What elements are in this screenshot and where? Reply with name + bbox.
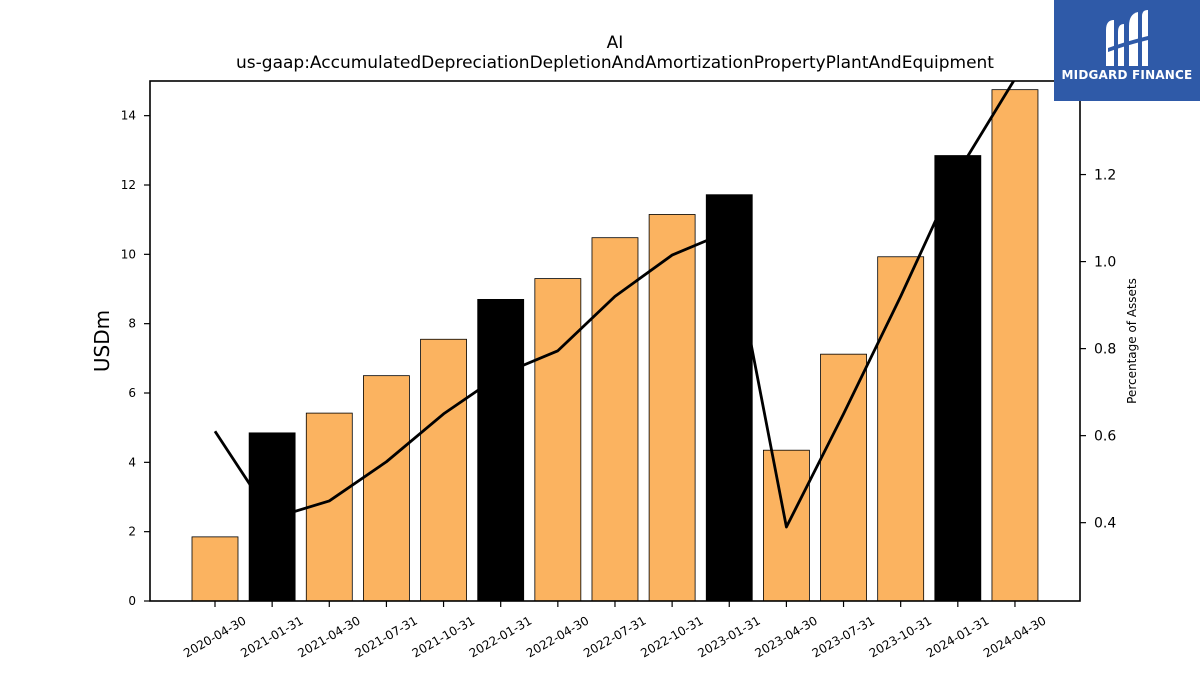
x-tick-label: 2023-10-31 bbox=[867, 613, 934, 660]
y-tick-label: 4 bbox=[128, 455, 136, 469]
x-tick-label: 2022-10-31 bbox=[638, 613, 705, 660]
x-tick-label: 2021-01-31 bbox=[238, 613, 305, 660]
x-tick-label: 2022-01-31 bbox=[467, 613, 534, 660]
chart-subtitle: us-gaap:AccumulatedDepreciationDepletion… bbox=[236, 53, 994, 73]
x-tick-label: 2023-04-30 bbox=[752, 613, 819, 660]
bar-2022-01-31 bbox=[477, 298, 525, 602]
bar-2021-07-31 bbox=[363, 375, 410, 602]
bar-2022-04-30 bbox=[534, 278, 582, 602]
midgard-logo-icon bbox=[1106, 10, 1148, 66]
y2-tick-label: 0.4 bbox=[1094, 516, 1116, 532]
x-tick-label: 2024-04-30 bbox=[981, 613, 1048, 660]
x-tick-label: 2022-04-30 bbox=[524, 613, 591, 660]
bar-2023-07-31 bbox=[820, 353, 867, 602]
x-tick-label: 2023-01-31 bbox=[695, 613, 762, 660]
x-tick-label: 2022-07-31 bbox=[581, 613, 648, 660]
y-tick-label: 2 bbox=[128, 525, 136, 539]
y-axis-label: USDm bbox=[90, 310, 114, 372]
y-tick-label: 6 bbox=[128, 386, 136, 400]
logo-text: MIDGARD FINANCE bbox=[1061, 68, 1193, 82]
x-tick-label: 2024-01-31 bbox=[924, 613, 991, 660]
bar-2021-04-30 bbox=[305, 412, 353, 602]
bar-2023-10-31 bbox=[877, 256, 925, 602]
bar-2022-10-31 bbox=[648, 214, 696, 602]
y-tick-label: 12 bbox=[121, 178, 136, 192]
bar-series bbox=[191, 89, 1039, 602]
line-series bbox=[213, 81, 1016, 529]
y2-tick-label: 0.6 bbox=[1094, 429, 1116, 445]
line-path bbox=[213, 81, 1016, 529]
bar-2021-10-31 bbox=[420, 338, 467, 602]
y-tick-label: 0 bbox=[128, 594, 136, 608]
bar-2024-01-31 bbox=[934, 155, 982, 602]
y-tick-label: 14 bbox=[121, 109, 136, 123]
bar-2024-04-30 bbox=[991, 89, 1039, 602]
bar-2022-07-31 bbox=[591, 237, 639, 602]
logo: MIDGARD FINANCE bbox=[1054, 0, 1200, 101]
x-tick-label: 2020-04-30 bbox=[181, 613, 248, 660]
x-tick-label: 2021-04-30 bbox=[295, 613, 362, 660]
y2-tick-label: 1.0 bbox=[1094, 255, 1116, 271]
y2-axis-label: Percentage of Assets bbox=[1125, 278, 1139, 404]
x-tick-label: 2023-07-31 bbox=[810, 613, 877, 660]
y-tick-label: 10 bbox=[121, 247, 136, 261]
chart-title: AI bbox=[607, 33, 624, 53]
x-tick-label: 2021-07-31 bbox=[353, 613, 420, 660]
y2-tick-label: 0.8 bbox=[1094, 342, 1116, 358]
y-tick-label: 8 bbox=[128, 317, 136, 331]
bar-2023-01-31 bbox=[705, 194, 753, 602]
bar-2020-04-30 bbox=[191, 536, 239, 602]
x-tick-label: 2021-10-31 bbox=[410, 613, 477, 660]
y2-tick-label: 1.2 bbox=[1094, 168, 1116, 184]
